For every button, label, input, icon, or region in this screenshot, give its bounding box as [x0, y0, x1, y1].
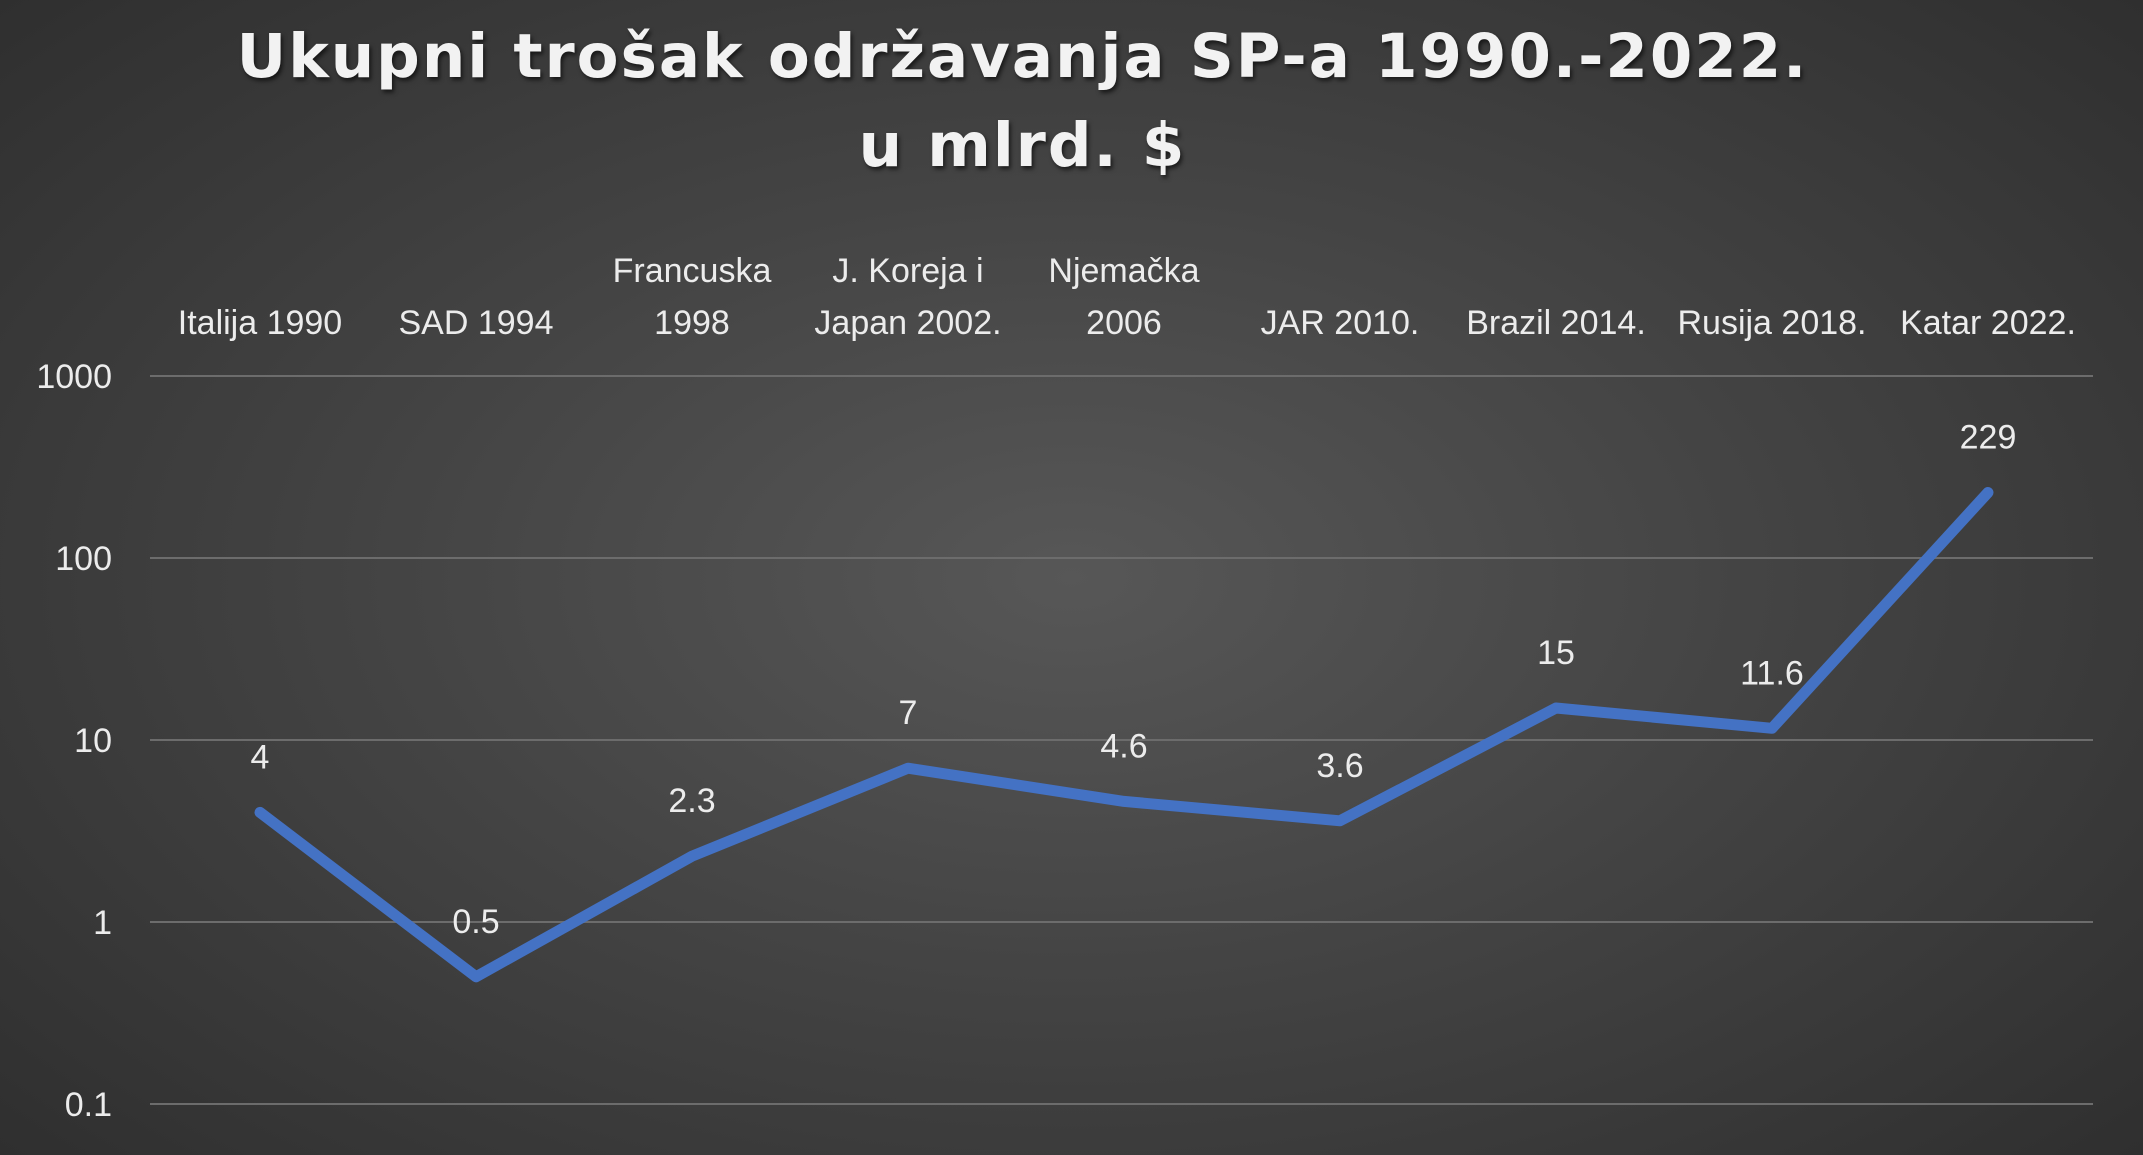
- data-label: 3.6: [1316, 747, 1363, 785]
- data-label: 0.5: [452, 903, 499, 941]
- x-category-label: 2006: [1086, 304, 1162, 342]
- data-label: 229: [1960, 419, 2017, 457]
- y-tick-label: 1: [93, 904, 112, 942]
- x-category-label: Italija 1990: [178, 304, 342, 342]
- chart-title: Ukupni trošak održavanja SP-a 1990.-2022…: [236, 21, 1809, 181]
- y-tick-label: 10: [74, 722, 112, 760]
- data-label: 4: [251, 738, 270, 776]
- y-tick-label: 1000: [36, 358, 112, 396]
- x-category-label: JAR 2010.: [1261, 304, 1420, 342]
- data-label: 11.6: [1740, 654, 1804, 692]
- x-category-label: 1998: [654, 304, 730, 342]
- x-category-label: Brazil 2014.: [1466, 304, 1646, 342]
- x-category-label: Katar 2022.: [1900, 304, 2076, 342]
- x-category-label: Francuska: [613, 252, 772, 290]
- x-category-label: Japan 2002.: [814, 304, 1001, 342]
- x-category-label: Rusija 2018.: [1677, 304, 1866, 342]
- y-tick-label: 100: [55, 540, 112, 578]
- data-label: 4.6: [1100, 727, 1147, 765]
- x-category-label: SAD 1994: [399, 304, 554, 342]
- data-label: 15: [1537, 634, 1575, 672]
- series-line: [254, 487, 1994, 983]
- x-category-label: J. Koreja i: [832, 252, 983, 290]
- data-label: 7: [899, 694, 918, 732]
- data-label: 2.3: [668, 782, 715, 820]
- x-category-label: Njemačka: [1048, 252, 1199, 290]
- y-tick-label: 0.1: [65, 1086, 112, 1124]
